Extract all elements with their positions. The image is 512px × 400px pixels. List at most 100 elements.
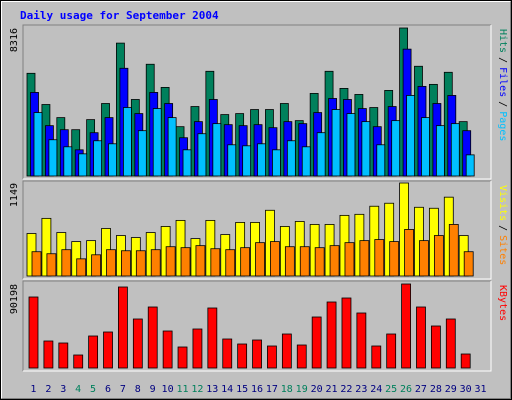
x-tick-label: 11 (176, 384, 188, 395)
bar (46, 253, 57, 277)
bar (391, 120, 401, 177)
bar (162, 330, 173, 369)
legend: Visits / Sites (497, 185, 508, 265)
x-tick-label: 24 (370, 384, 382, 395)
bar (445, 318, 456, 369)
bar (331, 109, 341, 177)
x-tick-label: 19 (296, 384, 308, 395)
bar (341, 297, 352, 369)
x-tick-label: 18 (281, 384, 293, 395)
bar (165, 246, 176, 277)
bar (106, 249, 116, 277)
bar (152, 108, 162, 177)
bar (118, 286, 128, 369)
bar (182, 149, 192, 177)
x-tick-label: 2 (45, 384, 51, 395)
bar (284, 246, 295, 277)
x-tick-label: 8 (135, 384, 141, 395)
bar (450, 123, 460, 177)
bar (272, 149, 281, 177)
x-tick-label: 3 (60, 384, 66, 395)
bar (326, 301, 337, 369)
legend-entry: Visits (497, 185, 508, 221)
legend-entry: KBytes (497, 285, 508, 321)
bar (123, 107, 132, 177)
bar (43, 340, 54, 369)
x-tick-label: 22 (340, 384, 352, 395)
bar (197, 133, 207, 177)
legend: KBytes (497, 285, 508, 321)
bar (121, 250, 131, 277)
bar (301, 146, 311, 177)
x-tick-label: 17 (266, 384, 278, 395)
bar (103, 331, 113, 369)
bar (76, 258, 87, 277)
x-tick-label: 25 (385, 384, 397, 395)
x-tick-label: 4 (75, 384, 81, 395)
bar (419, 240, 429, 277)
legend-entry: Hits (497, 29, 508, 53)
bar (180, 247, 191, 277)
bar (404, 229, 414, 277)
bar (207, 307, 218, 369)
bar (316, 132, 326, 177)
bar (61, 249, 72, 277)
bar (448, 224, 459, 277)
bar (195, 245, 206, 277)
bar (374, 239, 385, 277)
bar (401, 283, 411, 369)
panel-bevel-light (23, 25, 492, 180)
bar (242, 145, 252, 177)
bar (73, 354, 84, 369)
x-tick-label: 12 (191, 384, 203, 395)
bar (135, 250, 146, 277)
bar (167, 117, 177, 177)
bar (389, 241, 400, 277)
x-tick-label: 28 (430, 384, 442, 395)
bar (210, 248, 221, 277)
x-tick-label: 26 (400, 384, 412, 395)
x-tick-label: 30 (460, 384, 472, 395)
bar (376, 144, 386, 177)
x-tick-label: 9 (150, 384, 156, 395)
x-tick-label: 15 (236, 384, 248, 395)
bar (58, 342, 69, 369)
y-tick-label: 1149 (9, 183, 20, 207)
bar (460, 353, 471, 369)
bar (222, 338, 233, 369)
bar (406, 95, 415, 177)
panel-bevel-light (23, 281, 492, 372)
panel-bevel-dark (22, 180, 491, 279)
legend-entry: Pages (497, 111, 508, 141)
legend-separator: / (497, 225, 508, 231)
x-tick-label: 13 (206, 384, 218, 395)
x-tick-label: 29 (445, 384, 457, 395)
bar (33, 112, 43, 177)
bar (132, 318, 143, 369)
bar (281, 333, 292, 369)
bar (225, 249, 236, 277)
legend-entry: Sites (497, 235, 508, 265)
bar (88, 335, 99, 369)
bar (63, 146, 73, 177)
x-tick-label: 1 (30, 384, 36, 395)
x-tick-label: 6 (105, 384, 111, 395)
x-tick-label: 14 (221, 384, 233, 395)
bar (435, 125, 445, 177)
bar (359, 240, 370, 277)
bar (299, 246, 310, 277)
x-tick-label: 7 (120, 384, 126, 395)
panel-bevel-light (23, 181, 492, 280)
bar (48, 139, 58, 177)
bar (28, 296, 39, 369)
bar (41, 217, 52, 277)
bar (31, 251, 42, 277)
bar (463, 251, 474, 277)
bar (386, 333, 397, 369)
legend: Hits / Files / Pages (497, 29, 508, 141)
bar (314, 247, 325, 277)
bar (346, 113, 356, 177)
bar (240, 247, 251, 277)
